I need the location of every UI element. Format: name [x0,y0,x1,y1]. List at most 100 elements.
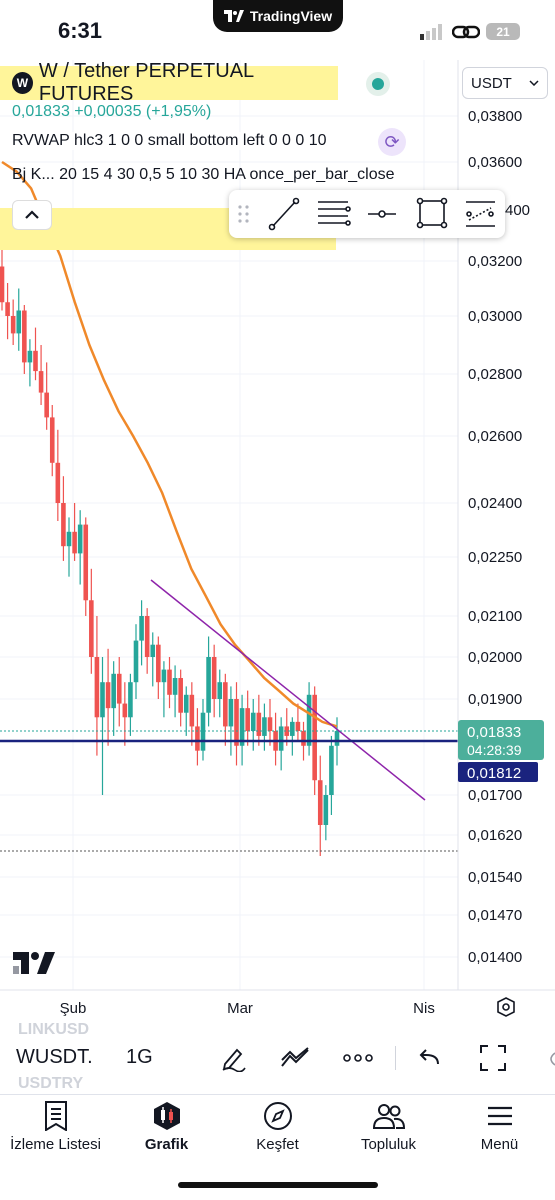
symbol-title-row[interactable]: W W / Tether PERPETUAL FUTURES [0,60,338,105]
price-tick-label: 0,02000 [468,649,522,666]
candle-body [128,682,133,718]
candle-body [139,616,144,641]
price-tick-label: 0,03800 [468,108,522,125]
chart-grid [0,60,458,990]
indicators-button[interactable] [278,1040,314,1076]
candle-body [183,694,189,713]
nav-explore[interactable]: Keşfet [222,1100,333,1160]
price-chart[interactable]: 0,03800 0,03600 0,03200 0,03000 0,02800 0,026… [0,60,555,1025]
candle-body [16,310,22,334]
candle-body [172,678,178,695]
candle-body [301,731,306,746]
indicator-bj[interactable]: Bj K... 20 15 4 30 0,5 5 10 30 HA once_p… [12,166,395,183]
nav-watchlist[interactable]: İzleme Listesi [0,1100,111,1160]
nav-menu[interactable]: Menü [444,1100,555,1160]
current-price-label: 0,01833 [467,724,521,741]
candle-body [116,673,122,704]
refresh-icon[interactable]: ⟳ [378,128,406,156]
candle-body [22,310,27,363]
candle-body [122,703,128,718]
price-tick-label: 0,02400 [468,495,522,512]
candle-body [195,726,200,751]
nav-label: Menü [480,1136,519,1153]
market-open-status-icon [366,72,390,96]
candle-body [234,699,239,746]
nav-label: İzleme Listesi [10,1136,101,1153]
scroll-hint-icon [550,1052,555,1066]
candle-body [239,708,245,746]
candle-body [10,316,16,334]
candle-body [329,745,334,795]
price-tick-label: 0,03200 [468,253,522,270]
candle-body [72,531,77,554]
time-label-nis: Nis [413,1000,435,1017]
tradingview-logo-icon [223,10,244,22]
symbol-selector[interactable]: WUSDT. [16,1046,93,1068]
candle-body [38,371,44,393]
fib-lines-icon [318,201,351,226]
time-axis: Şub Mar Nis [60,1000,435,1017]
fullscreen-button[interactable] [475,1040,511,1076]
chevron-down-icon [529,80,539,86]
price-tick-label: 0,01620 [468,827,522,844]
fullscreen-icon [480,1045,506,1071]
price-tick-label: 0,01900 [468,691,522,708]
drawing-toolbar [229,190,505,238]
trend-line [150,579,426,801]
price-tick-label: 0,02600 [468,428,522,445]
currency-selector[interactable]: USDT [462,67,548,99]
candle-body [27,350,33,363]
candle-body [284,726,290,736]
price-change: +0,00035 (+1,95%) [74,103,212,120]
candle-body [77,524,83,554]
candle-body [278,726,284,751]
watchlist-icon [44,1101,67,1131]
undo-icon [419,1049,439,1065]
candle-body [150,644,156,657]
candle-body [49,417,55,463]
menu-icon [487,1106,512,1126]
last-price: 0,01833 [12,103,70,120]
nav-label: Keşfet [256,1136,299,1153]
candle-body [105,682,111,709]
price-tick-label: 0,01470 [468,907,522,924]
candle-body [306,694,312,746]
chart-icon [153,1102,180,1130]
price-tick-label: 0,01400 [468,949,522,966]
price-tick-label: 0,01700 [468,787,522,804]
price-tick-label: 0,02100 [468,608,522,625]
price-axis: 0,03800 0,03600 0,03200 0,03000 0,02800 0,026… [468,108,530,966]
toolbar-separator [395,1046,396,1070]
battery-icon: 21 [486,23,520,40]
more-button[interactable] [340,1040,376,1076]
line-price-label: 0,01812 [467,765,521,782]
candle-body [178,678,183,713]
time-label-sub: Şub [60,1000,87,1017]
tradingview-watermark-icon [13,952,55,974]
indicator-rvwap[interactable]: RVWAP hlc3 1 0 0 small bottom left 0 0 0… [12,132,327,150]
drawing-toolbar-icons [238,197,495,231]
rectangle-icon [416,197,448,229]
interval-selector[interactable]: 1G [126,1046,153,1068]
candle-body [156,644,161,683]
collapse-legend-button[interactable] [12,200,52,230]
candle-body [94,657,100,718]
candle-body [250,712,256,731]
ema-line [1,160,338,728]
nav-chart[interactable]: Grafik [111,1100,222,1160]
home-indicator [178,1182,378,1188]
candle-body [89,600,94,657]
nav-community[interactable]: Topluluk [333,1100,444,1160]
candle-body [323,795,329,825]
status-time: 6:31 [58,18,103,43]
draw-tool-button[interactable] [215,1040,251,1076]
candle-body [111,673,116,709]
candle-body [55,462,61,503]
candle-body [211,657,217,699]
candle-body [33,350,38,372]
tradingview-pill-label: TradingView [249,8,333,24]
undo-button[interactable] [412,1040,448,1076]
candle-body [295,721,301,731]
next-symbol-ghost: USDTRY [18,1075,84,1092]
symbol-title: W / Tether PERPETUAL FUTURES [38,60,254,105]
